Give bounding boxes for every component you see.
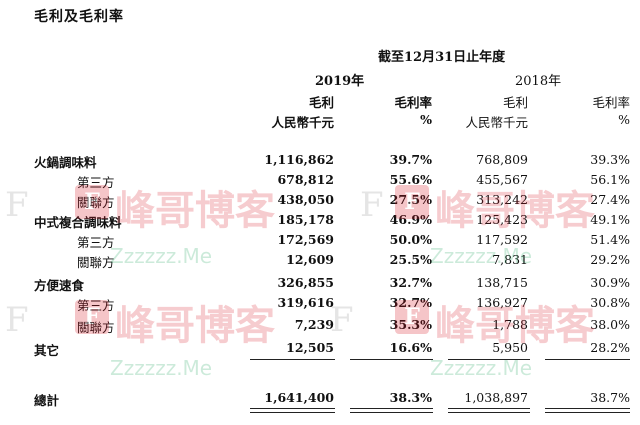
watermark-badge: F [395, 185, 429, 219]
gross-profit-2019: 12,505 [286, 340, 334, 355]
gross-margin-2018: 51.4% [590, 232, 630, 247]
gross-profit-2018: 1,788 [492, 317, 528, 332]
gross-profit-2019: 438,050 [277, 192, 334, 207]
gross-margin-2019: 32.7% [389, 295, 432, 310]
gross-margin-2018: 28.2% [590, 340, 630, 355]
header-unit-pct-2018: % [618, 112, 630, 127]
gross-margin-2018: 39.3% [590, 152, 630, 167]
total-gross-profit-2018: 1,038,897 [464, 390, 528, 405]
gross-profit-2018: 136,927 [476, 295, 528, 310]
watermark-url: Zzzzzz.Me [430, 356, 533, 380]
gross-profit-2019: 319,616 [277, 295, 334, 310]
row-label: 第三方 [77, 298, 115, 313]
total-row: 總計 1,641,400 38.3% 1,038,897 38.7% [0, 390, 640, 410]
row-label: 其它 [34, 343, 60, 358]
total-gross-profit-2019: 1,641,400 [264, 390, 334, 405]
watermark-badge: F [395, 300, 429, 334]
gross-profit-2019: 678,812 [277, 172, 334, 187]
gross-margin-2019: 39.7% [389, 152, 432, 167]
watermark-letter: F [330, 300, 354, 340]
header-gross-margin-2019: 毛利率 [394, 95, 432, 110]
gross-margin-2019: 35.3% [389, 317, 432, 332]
subtotal-rule [250, 359, 335, 360]
gross-margin-2018: 29.2% [590, 252, 630, 267]
row-label: 第三方 [77, 235, 115, 250]
watermark-url: Zzzzzz.Me [110, 244, 213, 268]
row-label: 關聯方 [77, 195, 115, 210]
table-row: 第三方 319,616 32.7% 136,927 30.8% [0, 295, 640, 315]
table-row: 關聯方 438,050 27.5% 313,242 27.4% [0, 192, 640, 212]
gross-profit-2018: 313,242 [476, 192, 528, 207]
table-row: 其它 12,505 16.6% 5,950 28.2% [0, 340, 640, 360]
table-title: 毛利及毛利率 [34, 9, 124, 25]
gross-profit-2019: 185,178 [277, 212, 334, 227]
gross-profit-2018: 455,567 [476, 172, 528, 187]
gross-margin-2018: 56.1% [590, 172, 630, 187]
subtotal-rule [350, 359, 433, 360]
gross-profit-2019: 1,116,862 [264, 152, 334, 167]
table-row: 關聯方 12,609 25.5% 7,831 29.2% [0, 252, 640, 272]
table-row: 方便速食 326,855 32.7% 138,715 30.9% [0, 275, 640, 295]
gross-margin-2019: 25.5% [389, 252, 432, 267]
total-double-rule [448, 408, 530, 413]
watermark-badge: F [75, 185, 109, 219]
total-double-rule [545, 408, 630, 413]
gross-profit-2019: 326,855 [277, 275, 334, 290]
table-row: 火鍋調味料 1,116,862 39.7% 768,809 39.3% [0, 152, 640, 172]
table-row: 關聯方 7,239 35.3% 1,788 38.0% [0, 317, 640, 337]
header-gross-profit-2018: 毛利 [502, 95, 528, 110]
watermark-url: Zzzzzz.Me [110, 356, 213, 380]
watermark-letter: F [5, 185, 29, 225]
gross-profit-2018: 138,715 [476, 275, 528, 290]
gross-profit-2018: 5,950 [492, 340, 528, 355]
total-gross-margin-2018: 38.7% [590, 390, 630, 405]
watermark-letter: F [360, 185, 384, 225]
row-label: 關聯方 [77, 320, 115, 335]
gross-profit-2018: 7,831 [492, 252, 528, 267]
gross-profit-2019: 7,239 [294, 317, 334, 332]
year-2019-header: 2019年 [315, 74, 365, 89]
gross-margin-2018: 30.9% [590, 275, 630, 290]
row-label: 方便速食 [34, 278, 85, 293]
row-label: 第三方 [77, 175, 115, 190]
header-unit-pct-2019: % [420, 112, 432, 127]
total-gross-margin-2019: 38.3% [389, 390, 432, 405]
gross-margin-2018: 38.0% [590, 317, 630, 332]
gross-margin-2019: 46.9% [389, 212, 432, 227]
row-label: 關聯方 [77, 255, 115, 270]
gross-margin-2019: 27.5% [389, 192, 432, 207]
table-row: 第三方 172,569 50.0% 117,592 51.4% [0, 232, 640, 252]
watermark-url: Zzzzzz.Me [430, 244, 533, 268]
subtotal-rule [545, 359, 630, 360]
gross-profit-2018: 125,423 [476, 212, 528, 227]
gross-margin-2019: 32.7% [389, 275, 432, 290]
period-header: 截至12月31日止年度 [378, 50, 506, 65]
gross-profit-2019: 12,609 [286, 252, 334, 267]
gross-margin-2018: 30.8% [590, 295, 630, 310]
watermark-letter: F [5, 300, 29, 340]
subtotal-rule [448, 359, 530, 360]
watermark-badge: F [75, 300, 109, 334]
header-unit-rmb-2019: 人民幣千元 [271, 115, 334, 130]
table-row: 第三方 678,812 55.6% 455,567 56.1% [0, 172, 640, 192]
header-gross-margin-2018: 毛利率 [592, 95, 630, 110]
header-unit-rmb-2018: 人民幣千元 [465, 115, 528, 130]
gross-margin-2019: 16.6% [389, 340, 432, 355]
total-double-rule [350, 408, 433, 413]
gross-profit-2018: 117,592 [476, 232, 528, 247]
gross-margin-2019: 55.6% [389, 172, 432, 187]
gross-margin-2019: 50.0% [389, 232, 432, 247]
row-label: 火鍋調味料 [34, 155, 97, 170]
gross-margin-2018: 27.4% [590, 192, 630, 207]
gross-profit-2018: 768,809 [476, 152, 528, 167]
total-label: 總計 [34, 393, 60, 408]
year-2018-header: 2018年 [515, 74, 562, 89]
gross-margin-2018: 49.1% [590, 212, 630, 227]
header-gross-profit-2019: 毛利 [308, 95, 334, 110]
gross-profit-2019: 172,569 [277, 232, 334, 247]
row-label: 中式複合調味料 [34, 215, 122, 230]
total-double-rule [250, 408, 335, 413]
table-row: 中式複合調味料 185,178 46.9% 125,423 49.1% [0, 212, 640, 232]
